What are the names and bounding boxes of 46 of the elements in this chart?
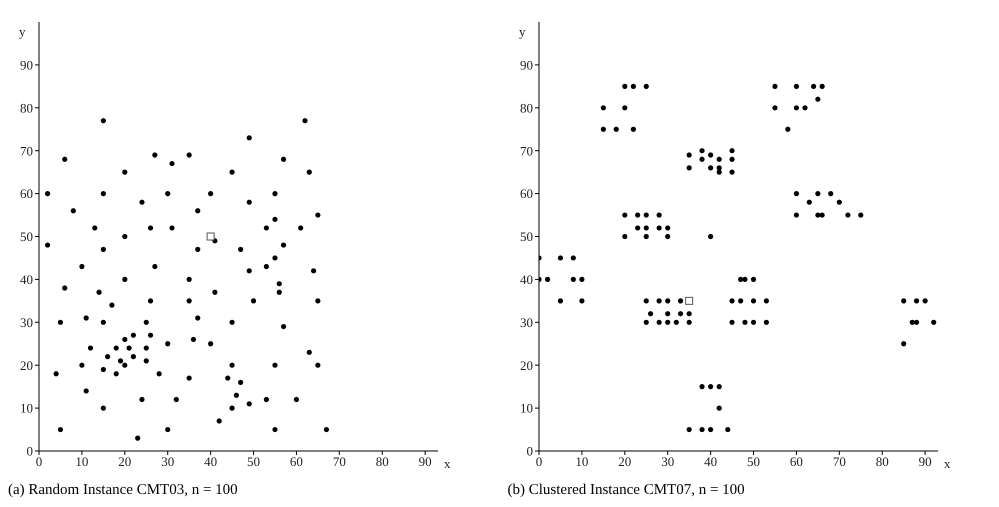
y-axis-title: y xyxy=(19,24,26,39)
x-tick-label: 0 xyxy=(36,454,42,470)
y-tick-label: 10 xyxy=(20,400,33,416)
x-tick-label: 30 xyxy=(660,454,674,470)
x-tick-label: 80 xyxy=(875,454,888,470)
x-tick-label: 40 xyxy=(704,454,717,470)
x-tick-label: 20 xyxy=(118,454,132,470)
y-tick-label: 50 xyxy=(20,229,33,244)
y-tick-label: 60 xyxy=(20,186,33,202)
x-tick-label: 10 xyxy=(574,454,588,470)
y-tick-label: 20 xyxy=(520,358,532,373)
x-tick-label: 0 xyxy=(535,454,542,470)
x-tick-label: 70 xyxy=(832,454,846,470)
y-tick-label: 40 xyxy=(20,272,33,288)
x-tick-label: 10 xyxy=(75,454,88,470)
x-axis-title: x xyxy=(444,456,451,472)
y-axis-title: y xyxy=(518,24,526,39)
y-tick-label: 0 xyxy=(526,444,532,459)
x-tick-label: 40 xyxy=(204,454,218,470)
y-tick-label: 80 xyxy=(20,100,33,116)
y-tick-label: 20 xyxy=(20,358,33,373)
x-tick-label: 80 xyxy=(376,454,389,470)
y-tick-label: 40 xyxy=(520,272,532,288)
x-axis-title: x xyxy=(944,456,950,472)
x-tick-label: 50 xyxy=(247,454,260,470)
y-tick-label: 10 xyxy=(520,400,532,416)
x-tick-label: 20 xyxy=(618,454,631,470)
x-tick-label: 60 xyxy=(290,454,303,470)
x-tick-label: 70 xyxy=(332,454,346,470)
x-tick-label: 90 xyxy=(418,454,432,470)
x-tick-label: 50 xyxy=(746,454,760,470)
x-tick-label: 90 xyxy=(918,454,932,470)
y-tick-label: 80 xyxy=(520,100,532,116)
x-tick-label: 30 xyxy=(161,454,174,470)
y-tick-label: 0 xyxy=(26,444,33,459)
y-tick-label: 70 xyxy=(20,143,33,158)
y-tick-label: 70 xyxy=(520,143,532,158)
y-tick-label: 90 xyxy=(520,58,532,73)
y-tick-label: 30 xyxy=(520,314,532,330)
y-tick-label: 30 xyxy=(20,314,33,330)
text: (b) Clustered Instance CMT07, n = 100 xyxy=(508,482,745,499)
x-tick-label: 60 xyxy=(789,454,802,470)
y-tick-label: 50 xyxy=(520,229,532,244)
y-tick-label: 90 xyxy=(20,58,33,73)
text: (a) Random Instance CMT03, n = 100 xyxy=(8,482,238,499)
y-tick-label: 60 xyxy=(520,186,532,202)
